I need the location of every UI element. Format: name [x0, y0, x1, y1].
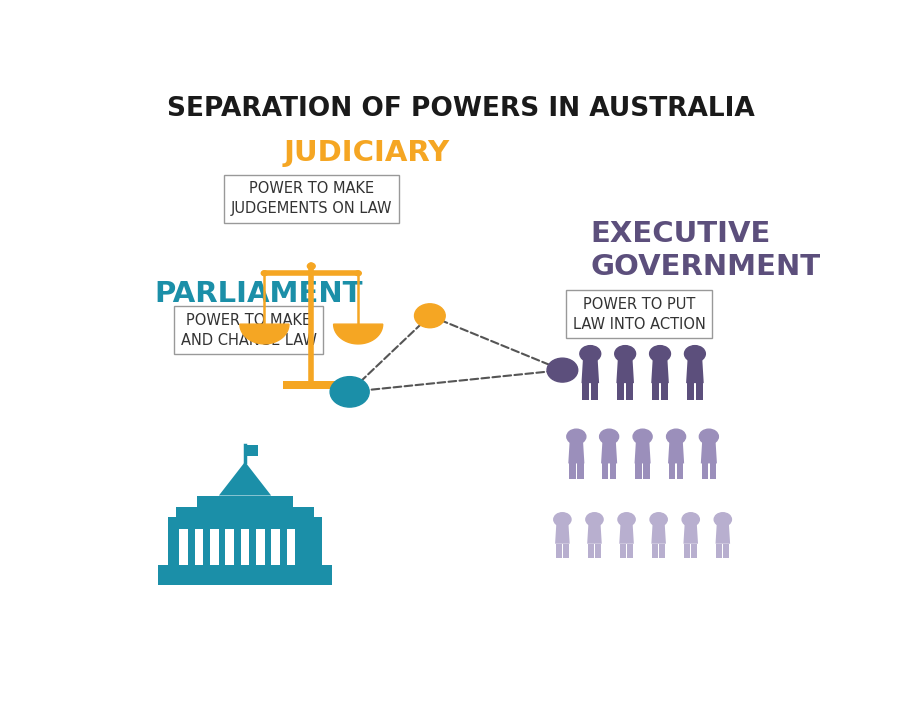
- FancyBboxPatch shape: [602, 463, 608, 479]
- Polygon shape: [634, 439, 651, 463]
- Polygon shape: [668, 439, 684, 463]
- FancyBboxPatch shape: [635, 463, 642, 479]
- Circle shape: [633, 429, 652, 444]
- Text: JUDICIARY: JUDICIARY: [284, 138, 449, 167]
- FancyBboxPatch shape: [595, 544, 601, 558]
- FancyBboxPatch shape: [701, 463, 708, 479]
- FancyBboxPatch shape: [627, 544, 634, 558]
- FancyBboxPatch shape: [563, 544, 569, 558]
- FancyBboxPatch shape: [582, 383, 590, 400]
- Circle shape: [682, 513, 699, 526]
- Circle shape: [355, 271, 361, 275]
- Circle shape: [650, 346, 670, 362]
- FancyBboxPatch shape: [588, 544, 594, 558]
- Polygon shape: [568, 439, 584, 463]
- FancyBboxPatch shape: [591, 383, 599, 400]
- Circle shape: [685, 346, 706, 362]
- FancyBboxPatch shape: [696, 383, 703, 400]
- Circle shape: [586, 513, 603, 526]
- FancyBboxPatch shape: [687, 383, 694, 400]
- Circle shape: [615, 346, 635, 362]
- FancyBboxPatch shape: [158, 565, 332, 585]
- FancyBboxPatch shape: [691, 544, 698, 558]
- Circle shape: [547, 358, 578, 382]
- Circle shape: [580, 346, 600, 362]
- Polygon shape: [240, 324, 289, 344]
- Polygon shape: [555, 522, 570, 544]
- Polygon shape: [652, 357, 669, 383]
- FancyBboxPatch shape: [684, 544, 690, 558]
- FancyBboxPatch shape: [293, 508, 314, 517]
- Polygon shape: [601, 439, 617, 463]
- Circle shape: [415, 304, 446, 328]
- FancyBboxPatch shape: [724, 544, 729, 558]
- Polygon shape: [683, 522, 698, 544]
- FancyBboxPatch shape: [569, 463, 576, 479]
- FancyBboxPatch shape: [626, 383, 634, 400]
- FancyBboxPatch shape: [272, 530, 280, 565]
- Text: PARLIAMENT: PARLIAMENT: [155, 280, 363, 308]
- FancyBboxPatch shape: [644, 463, 650, 479]
- FancyBboxPatch shape: [669, 463, 675, 479]
- FancyBboxPatch shape: [617, 383, 625, 400]
- Text: EXECUTIVE
GOVERNMENT: EXECUTIVE GOVERNMENT: [590, 220, 821, 281]
- FancyBboxPatch shape: [677, 463, 683, 479]
- FancyBboxPatch shape: [610, 463, 616, 479]
- Circle shape: [618, 513, 635, 526]
- Circle shape: [715, 513, 732, 526]
- FancyBboxPatch shape: [197, 496, 293, 517]
- FancyBboxPatch shape: [179, 530, 188, 565]
- Polygon shape: [619, 522, 634, 544]
- Circle shape: [330, 376, 369, 407]
- Polygon shape: [652, 522, 666, 544]
- Polygon shape: [616, 357, 634, 383]
- FancyBboxPatch shape: [652, 544, 658, 558]
- FancyBboxPatch shape: [660, 544, 665, 558]
- FancyBboxPatch shape: [284, 381, 339, 389]
- FancyBboxPatch shape: [620, 544, 625, 558]
- Polygon shape: [716, 522, 730, 544]
- FancyBboxPatch shape: [709, 463, 716, 479]
- FancyBboxPatch shape: [210, 530, 219, 565]
- Circle shape: [567, 429, 586, 444]
- FancyBboxPatch shape: [256, 530, 265, 565]
- Polygon shape: [686, 357, 704, 383]
- FancyBboxPatch shape: [245, 445, 258, 456]
- Text: POWER TO MAKE
JUDGEMENTS ON LAW: POWER TO MAKE JUDGEMENTS ON LAW: [230, 181, 392, 216]
- Circle shape: [308, 263, 315, 269]
- Circle shape: [261, 271, 267, 275]
- Polygon shape: [581, 357, 599, 383]
- FancyBboxPatch shape: [176, 508, 197, 517]
- Text: SEPARATION OF POWERS IN AUSTRALIA: SEPARATION OF POWERS IN AUSTRALIA: [167, 96, 755, 122]
- FancyBboxPatch shape: [287, 530, 295, 565]
- FancyBboxPatch shape: [168, 517, 322, 565]
- FancyBboxPatch shape: [556, 544, 562, 558]
- Polygon shape: [219, 462, 271, 496]
- Circle shape: [699, 429, 718, 444]
- Circle shape: [650, 513, 667, 526]
- Polygon shape: [334, 324, 382, 344]
- FancyBboxPatch shape: [241, 530, 249, 565]
- Text: POWER TO PUT
LAW INTO ACTION: POWER TO PUT LAW INTO ACTION: [572, 297, 706, 332]
- Text: POWER TO MAKE
AND CHANGE LAW: POWER TO MAKE AND CHANGE LAW: [181, 313, 317, 348]
- Circle shape: [599, 429, 618, 444]
- FancyBboxPatch shape: [716, 544, 722, 558]
- FancyBboxPatch shape: [577, 463, 584, 479]
- Circle shape: [667, 429, 686, 444]
- FancyBboxPatch shape: [661, 383, 668, 400]
- FancyBboxPatch shape: [652, 383, 659, 400]
- FancyBboxPatch shape: [226, 530, 234, 565]
- Circle shape: [554, 513, 571, 526]
- FancyBboxPatch shape: [194, 530, 203, 565]
- Polygon shape: [587, 522, 602, 544]
- Polygon shape: [701, 439, 717, 463]
